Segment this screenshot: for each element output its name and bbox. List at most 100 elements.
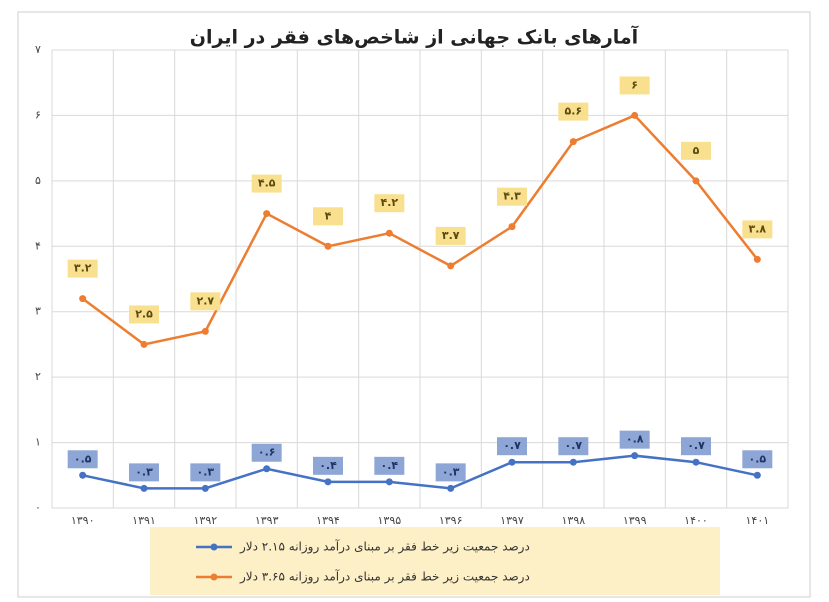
data-label-box xyxy=(190,463,221,482)
x-tick-label: ۱۳۹۶ xyxy=(439,514,463,527)
data-label: ۰.۷ xyxy=(565,439,583,452)
series-line xyxy=(81,113,759,346)
y-tick-label: ۳ xyxy=(35,305,41,318)
data-label: ۰.۳ xyxy=(135,465,153,478)
x-tick-label: ۱۳۹۱ xyxy=(132,514,156,527)
data-label-box xyxy=(742,450,773,469)
data-label-box xyxy=(681,141,711,160)
data-label-box xyxy=(435,226,466,245)
data-label-box xyxy=(558,437,589,456)
data-label: ۰.۵ xyxy=(749,452,767,465)
data-label-box xyxy=(251,443,282,462)
x-tick-label: ۱۳۹۳ xyxy=(255,514,279,527)
data-label: ۳.۷ xyxy=(442,229,460,242)
data-point xyxy=(79,471,87,479)
data-point xyxy=(569,458,577,466)
x-tick-label: ۱۳۹۲ xyxy=(194,514,218,527)
data-point xyxy=(140,484,148,492)
x-tick-label: ۱۴۰۰ xyxy=(684,514,708,527)
y-tick-label: ۰ xyxy=(35,501,41,514)
legend-marker xyxy=(210,573,218,581)
data-label-box xyxy=(67,450,98,469)
legend-box xyxy=(150,527,720,595)
data-label: ۴ xyxy=(325,209,332,222)
data-label: ۳.۸ xyxy=(749,222,767,235)
data-label: ۲.۷ xyxy=(197,294,215,307)
x-tick-label: ۱۳۹۰ xyxy=(71,514,95,527)
data-label-box xyxy=(497,187,527,206)
data-point xyxy=(201,484,209,492)
data-point xyxy=(140,340,148,348)
y-tick-label: ۷ xyxy=(35,43,41,56)
x-tick-label: ۱۳۹۷ xyxy=(500,514,524,527)
data-point xyxy=(201,327,209,335)
data-label: ۳.۲ xyxy=(74,262,92,275)
chart-frame xyxy=(17,11,811,598)
data-label-box xyxy=(619,430,650,449)
data-label: ۰.۶ xyxy=(258,446,276,459)
data-label: ۴.۵ xyxy=(258,177,276,190)
data-label: ۰.۸ xyxy=(626,433,644,446)
legend-marker xyxy=(210,543,218,551)
data-label-box xyxy=(374,456,405,475)
data-label: ۰.۳ xyxy=(197,465,215,478)
data-label-box xyxy=(313,207,343,226)
data-point xyxy=(631,111,639,119)
data-point xyxy=(263,465,271,473)
data-label-box xyxy=(313,456,343,475)
data-label-box xyxy=(374,194,405,213)
legend-label: درصد جمعیت زیر خط فقر بر مبنای درآمد روز… xyxy=(239,539,530,555)
series-line xyxy=(82,454,758,490)
x-tick-label: ۱۳۹۵ xyxy=(378,514,402,527)
data-label: ۰.۴ xyxy=(319,459,337,472)
data-label-box xyxy=(129,305,159,324)
data-label-box xyxy=(435,463,466,482)
data-label-box xyxy=(251,174,282,193)
chart-title: آمارهای بانک جهانی از شاخص‌های فقر در ای… xyxy=(190,25,639,49)
data-label: ۵.۶ xyxy=(565,105,583,118)
data-label-box xyxy=(190,292,221,311)
data-label: ۴.۳ xyxy=(503,190,521,203)
y-tick-label: ۴ xyxy=(35,239,41,252)
y-tick-label: ۵ xyxy=(35,174,41,187)
data-label-box xyxy=(497,437,527,456)
data-point xyxy=(753,471,761,479)
data-point xyxy=(508,458,516,466)
data-point xyxy=(508,223,516,231)
data-point xyxy=(692,177,700,185)
x-tick-label: ۱۴۰۱ xyxy=(746,514,770,527)
data-label: ۰.۷ xyxy=(503,439,521,452)
data-point xyxy=(631,452,639,460)
x-tick-label: ۱۳۹۹ xyxy=(623,514,647,527)
data-point xyxy=(447,262,455,270)
data-label: ۶ xyxy=(631,78,638,91)
data-label: ۰.۵ xyxy=(74,452,92,465)
data-label: ۵ xyxy=(693,144,700,157)
data-label-box xyxy=(129,463,159,482)
data-point xyxy=(263,210,271,218)
y-tick-label: ۲ xyxy=(35,370,41,383)
data-point xyxy=(324,478,332,486)
x-tick-label: ۱۳۹۸ xyxy=(562,514,586,527)
x-tick-label: ۱۳۹۴ xyxy=(316,514,340,527)
data-point xyxy=(385,229,393,237)
data-label: ۰.۳ xyxy=(442,465,460,478)
data-label: ۰.۴ xyxy=(381,459,399,472)
data-point xyxy=(692,458,700,466)
data-label-box xyxy=(742,220,773,239)
data-label: ۰.۷ xyxy=(687,439,705,452)
data-point xyxy=(753,255,761,263)
data-point xyxy=(569,138,577,146)
data-point xyxy=(79,295,87,303)
data-label-box xyxy=(67,259,98,278)
data-point xyxy=(385,478,393,486)
data-label-box xyxy=(681,437,711,456)
data-label: ۲.۵ xyxy=(135,307,153,320)
data-point xyxy=(447,484,455,492)
data-point xyxy=(324,242,332,250)
data-label-box xyxy=(558,102,589,121)
y-tick-label: ۶ xyxy=(35,108,41,121)
y-tick-label: ۱ xyxy=(35,436,41,449)
legend-label: درصد جمعیت زیر خط فقر بر مبنای درآمد روز… xyxy=(239,569,530,585)
